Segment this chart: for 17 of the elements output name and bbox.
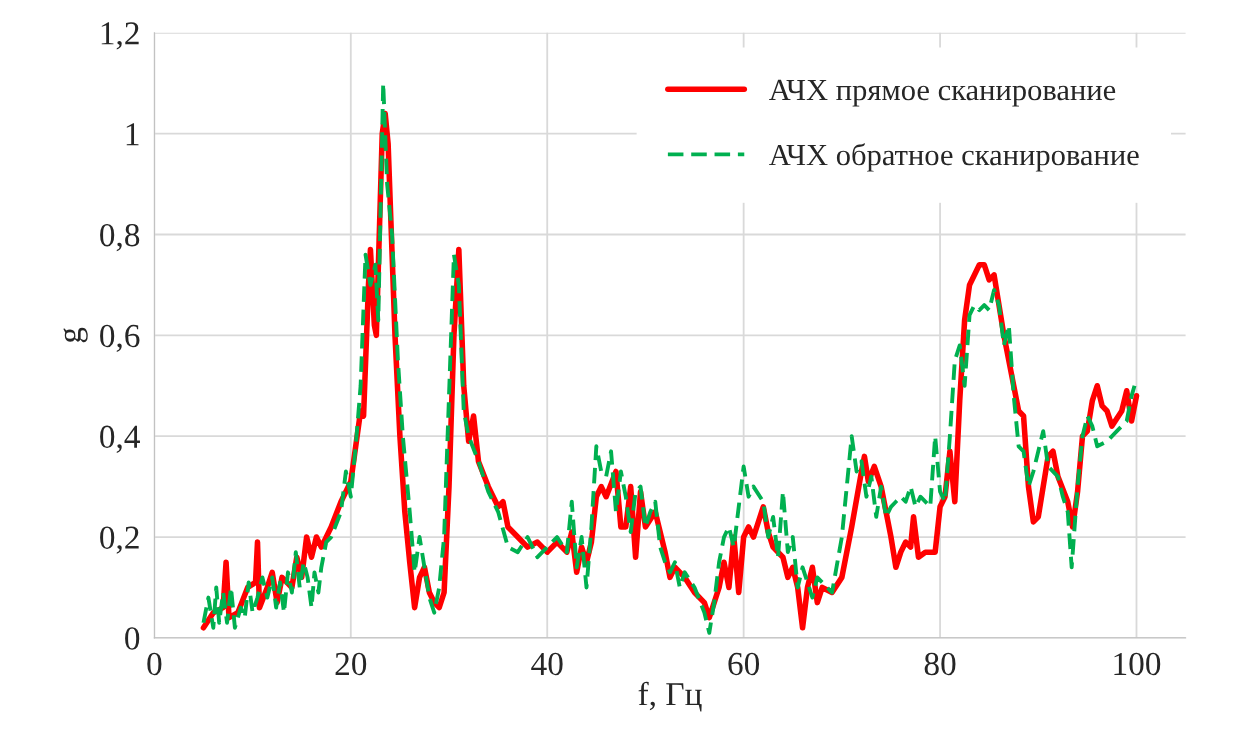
y-tick-label: 0,4 <box>100 425 140 453</box>
y-tick-label: 1,2 <box>101 22 139 50</box>
y-axis-title: g <box>63 327 88 343</box>
x-tick-label: 20 <box>335 652 367 676</box>
x-tick-label: 60 <box>728 652 760 676</box>
y-tick-label: 0,8 <box>100 223 140 252</box>
legend-label: АЧХ прямое сканирование <box>769 79 1116 107</box>
legend-label: АЧХ обратное сканирование <box>769 143 1139 172</box>
x-tick-label: 40 <box>531 652 563 676</box>
y-tick-label: 0,2 <box>100 526 139 554</box>
y-tick-label: 1 <box>126 123 139 146</box>
x-tick-label: 100 <box>1114 652 1161 676</box>
y-tick-label: 0 <box>125 627 140 650</box>
x-tick-label: 80 <box>924 652 956 676</box>
y-tick-label: 0,6 <box>100 324 140 353</box>
x-tick-label: 0 <box>147 652 162 676</box>
x-axis-title: f, Гц <box>638 681 702 712</box>
